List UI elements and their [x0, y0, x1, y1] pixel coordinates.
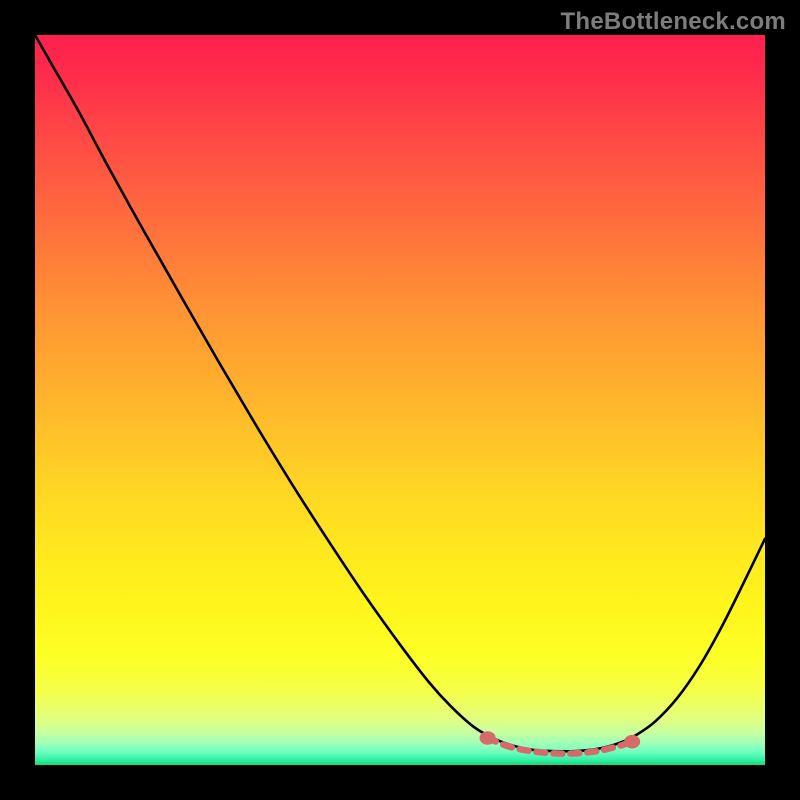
gradient-background [35, 35, 765, 765]
chart-container: TheBottleneck.com [0, 0, 800, 800]
watermark-text: TheBottleneck.com [561, 8, 786, 36]
plot-area [35, 35, 765, 765]
optimal-range-endpoint [624, 735, 640, 749]
chart-svg [35, 35, 765, 765]
optimal-range-endpoint [480, 731, 496, 745]
